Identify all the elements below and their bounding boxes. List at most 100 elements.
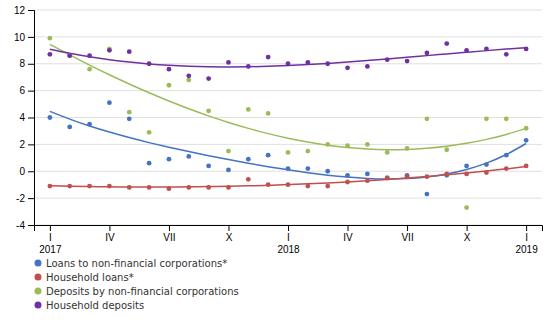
point	[425, 51, 430, 56]
legend-item: Loans to non-financial corporations*	[35, 258, 228, 269]
x-tick-label: I2018	[277, 232, 300, 255]
point	[325, 184, 330, 189]
point	[425, 116, 430, 121]
y-tick-label: -2	[16, 193, 25, 204]
point	[47, 52, 52, 57]
plot: -4-2024681012I2017IVVIIXI2018IVVIIXI2019	[14, 5, 543, 255]
point	[206, 108, 211, 113]
legend-label: Loans to non-financial corporations*	[46, 258, 227, 269]
point	[484, 162, 489, 167]
y-tick-mark	[28, 225, 34, 226]
grid-line	[34, 198, 542, 199]
x-tick: X	[226, 225, 233, 243]
point	[464, 48, 469, 53]
x-tick-label: I2017	[39, 232, 62, 255]
point	[325, 61, 330, 66]
x-tick-label-line: VII	[401, 232, 413, 243]
y-tick-mark	[28, 91, 34, 92]
x-tick-mark	[50, 225, 51, 231]
legend-swatch	[35, 260, 42, 267]
legend-swatch	[35, 274, 42, 281]
point	[345, 173, 350, 178]
point	[305, 166, 310, 171]
y-tick: 6	[19, 85, 34, 96]
y-tick-label: 12	[14, 5, 26, 16]
y-tick-label: 6	[19, 85, 25, 96]
point	[345, 65, 350, 70]
point	[147, 161, 152, 166]
point	[365, 64, 370, 69]
x-tick-label-line: IV	[105, 232, 115, 243]
x-tick-mark	[109, 225, 110, 231]
point	[305, 149, 310, 154]
point	[365, 178, 370, 183]
point	[167, 157, 172, 162]
point	[87, 53, 92, 58]
x-tick-label-line: I	[525, 232, 528, 243]
legend-swatch	[35, 288, 42, 295]
point	[246, 64, 251, 69]
point	[87, 184, 92, 189]
x-tick-label: VII	[401, 232, 413, 243]
point	[405, 146, 410, 151]
point	[87, 67, 92, 72]
point	[385, 57, 390, 62]
point	[484, 170, 489, 175]
point	[365, 142, 370, 147]
x-tick: I2017	[39, 225, 62, 255]
point	[524, 163, 529, 168]
y-tick-label: 8	[19, 58, 25, 69]
x-tick: VII	[401, 225, 413, 243]
point	[206, 185, 211, 190]
grid-line	[34, 90, 542, 91]
x-tick: IV	[343, 225, 353, 243]
point	[504, 52, 509, 57]
point	[147, 61, 152, 66]
grid-line	[34, 10, 542, 11]
x-tick-mark	[407, 225, 408, 231]
x-tick-label-line: 2018	[277, 244, 300, 255]
point	[67, 53, 72, 58]
series-points	[47, 36, 528, 210]
y-tick-label: 4	[19, 112, 25, 123]
point	[167, 186, 172, 191]
y-tick-label: 10	[14, 32, 26, 43]
point	[107, 184, 112, 189]
point	[325, 169, 330, 174]
x-tick-label: IV	[105, 232, 115, 243]
y-tick: 0	[19, 166, 34, 177]
series-points	[47, 100, 528, 196]
grid-line	[34, 36, 542, 37]
grid-line	[34, 117, 542, 118]
point	[246, 177, 251, 182]
point	[186, 185, 191, 190]
point	[266, 111, 271, 116]
y-tick: 10	[14, 32, 34, 43]
point	[246, 157, 251, 162]
point	[305, 184, 310, 189]
y-tick-mark	[28, 171, 34, 172]
point	[67, 125, 72, 130]
point	[286, 150, 291, 155]
legend-label: Household deposits	[46, 300, 144, 311]
point	[286, 61, 291, 66]
point	[127, 185, 132, 190]
x-tick-mark	[348, 225, 349, 231]
point	[206, 163, 211, 168]
point	[147, 185, 152, 190]
x-tick-label-line: 2017	[39, 244, 62, 255]
point	[167, 67, 172, 72]
x-axis-line	[35, 226, 543, 232]
chart: -4-2024681012I2017IVVIIXI2018IVVIIXI2019…	[0, 0, 554, 323]
point	[226, 60, 231, 65]
legend-item: Household loans*	[35, 272, 134, 283]
y-tick-label: 0	[19, 166, 25, 177]
point	[226, 149, 231, 154]
x-tick-mark	[228, 225, 229, 231]
y-tick-mark	[28, 10, 34, 11]
point	[47, 184, 52, 189]
point	[206, 76, 211, 81]
y-tick: -2	[16, 193, 34, 204]
trend-line	[50, 167, 526, 187]
point	[127, 116, 132, 121]
